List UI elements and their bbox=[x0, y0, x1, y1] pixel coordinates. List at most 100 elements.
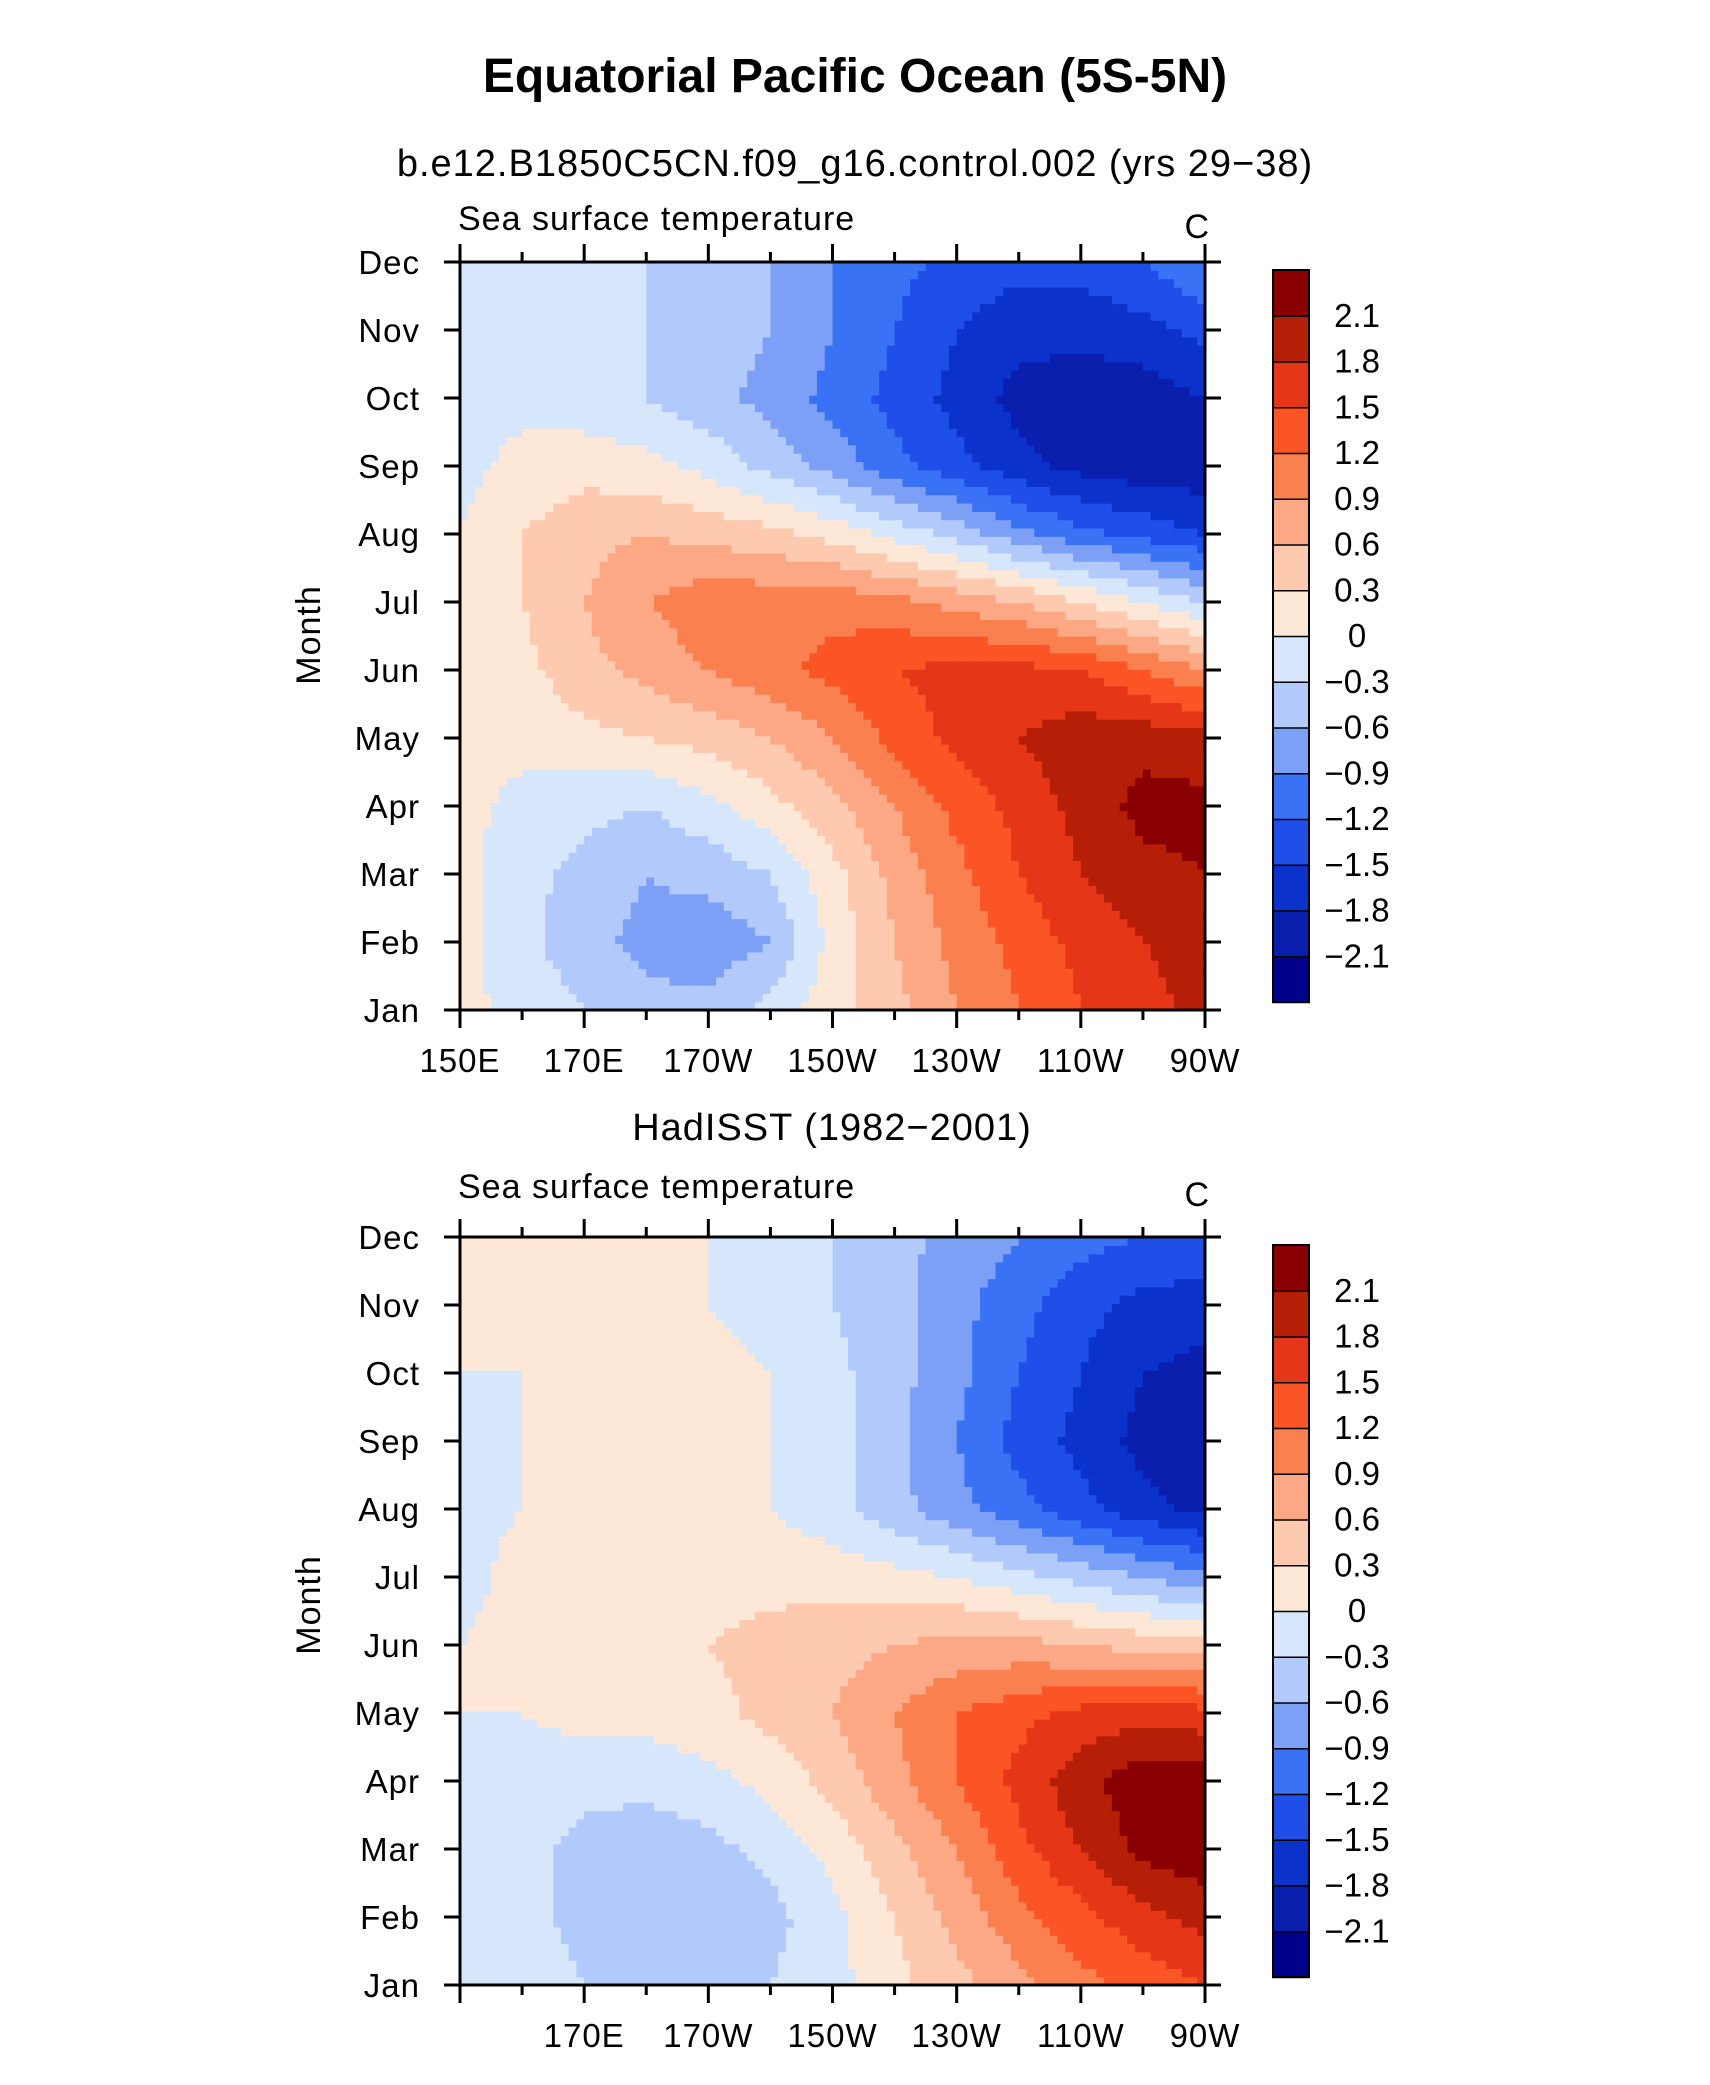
heat-cell bbox=[1003, 727, 1012, 737]
heat-cell bbox=[1166, 744, 1175, 753]
heat-cell bbox=[910, 768, 919, 778]
heat-cell bbox=[1158, 802, 1167, 812]
heat-cell bbox=[816, 652, 826, 662]
heat-cell bbox=[1181, 901, 1191, 911]
heat-cell bbox=[1166, 818, 1175, 828]
heat-cell bbox=[607, 669, 616, 679]
heat-cell bbox=[824, 602, 834, 612]
heat-cell bbox=[1158, 644, 1167, 654]
heat-cell bbox=[599, 752, 609, 762]
heat-cell bbox=[630, 943, 640, 953]
heat-cell bbox=[731, 885, 740, 895]
heat-cell bbox=[1042, 611, 1051, 620]
heat-cell bbox=[661, 768, 671, 778]
heat-cell bbox=[941, 918, 950, 928]
heat-cell bbox=[483, 918, 492, 928]
heat-cell bbox=[1034, 901, 1043, 911]
heat-cell bbox=[1127, 627, 1136, 637]
heat-cell bbox=[1080, 785, 1090, 795]
heat-cell bbox=[832, 685, 841, 695]
heat-cell bbox=[1173, 611, 1183, 620]
heat-cell bbox=[793, 893, 803, 903]
heat-cell bbox=[863, 744, 872, 753]
heat-cell bbox=[708, 960, 717, 970]
heat-cell bbox=[638, 793, 647, 803]
heat-cell bbox=[498, 669, 508, 679]
heat-cell bbox=[514, 619, 523, 629]
heat-cell bbox=[467, 993, 477, 1003]
heat-cell bbox=[553, 910, 562, 920]
heat-cell bbox=[1158, 835, 1167, 845]
heat-cell bbox=[1018, 694, 1028, 704]
heat-cell bbox=[1142, 694, 1152, 704]
heat-cell bbox=[739, 918, 748, 928]
heat-cell bbox=[646, 885, 655, 895]
heat-cell bbox=[1150, 943, 1160, 953]
heat-cell bbox=[871, 985, 880, 994]
heat-cell bbox=[1142, 785, 1152, 795]
heat-cell bbox=[1119, 744, 1128, 753]
heat-cell bbox=[568, 586, 578, 596]
heat-cell bbox=[1158, 935, 1167, 945]
heat-cell bbox=[855, 627, 865, 637]
heat-cell bbox=[1166, 611, 1175, 620]
heat-cell bbox=[1127, 685, 1136, 695]
heat-cell bbox=[716, 802, 725, 812]
heat-cell bbox=[529, 818, 539, 828]
heat-cell bbox=[498, 926, 508, 936]
heat-cell bbox=[514, 777, 523, 787]
heat-cell bbox=[739, 719, 748, 729]
heat-cell bbox=[879, 694, 888, 704]
heat-cell bbox=[1181, 602, 1191, 612]
heat-cell bbox=[685, 694, 694, 704]
heat-cell bbox=[1150, 852, 1160, 861]
heat-cell bbox=[460, 577, 469, 587]
heat-cell bbox=[1142, 860, 1152, 870]
heat-cell bbox=[685, 960, 694, 970]
heat-cell bbox=[739, 586, 748, 596]
heat-cell bbox=[995, 918, 1004, 928]
heat-cell bbox=[584, 752, 593, 762]
heat-cell bbox=[987, 619, 997, 629]
heat-cell bbox=[537, 627, 546, 637]
heat-cell bbox=[522, 719, 531, 729]
heat-cell bbox=[685, 968, 694, 978]
heat-cell bbox=[1181, 627, 1191, 637]
heat-cell bbox=[917, 910, 927, 920]
heat-cell bbox=[1173, 793, 1183, 803]
heat-cell bbox=[700, 951, 709, 961]
heat-cell bbox=[591, 719, 601, 729]
heat-cell bbox=[801, 660, 810, 670]
heat-cell bbox=[987, 611, 997, 620]
heat-cell bbox=[894, 901, 903, 911]
heat-cell bbox=[1181, 752, 1191, 762]
heat-cell bbox=[855, 810, 865, 820]
heat-cell bbox=[1111, 860, 1121, 870]
heat-cell bbox=[545, 802, 554, 812]
heat-cell bbox=[948, 852, 958, 861]
heat-cell bbox=[995, 843, 1004, 853]
heat-cell bbox=[1096, 951, 1105, 961]
heat-cell bbox=[529, 619, 539, 629]
heat-cell bbox=[917, 818, 927, 828]
heat-cell bbox=[933, 727, 942, 737]
heat-cell bbox=[770, 694, 779, 704]
heat-cell bbox=[1010, 827, 1020, 837]
heat-cell bbox=[879, 644, 888, 654]
heat-cell bbox=[553, 985, 562, 994]
heat-cell bbox=[979, 777, 989, 787]
heat-cell bbox=[460, 901, 469, 911]
heat-cell bbox=[522, 926, 531, 936]
heat-cell bbox=[879, 760, 888, 770]
heat-cell bbox=[1080, 627, 1090, 637]
heat-cell bbox=[553, 893, 562, 903]
heat-cell bbox=[654, 802, 663, 812]
heat-cell bbox=[723, 760, 733, 770]
heat-cell bbox=[995, 627, 1004, 637]
heat-cell bbox=[933, 594, 942, 604]
heat-cell bbox=[1034, 752, 1043, 762]
heat-cell bbox=[568, 901, 578, 911]
heat-cell bbox=[917, 810, 927, 820]
heat-cell bbox=[1042, 835, 1051, 845]
heat-cell bbox=[1104, 619, 1113, 629]
